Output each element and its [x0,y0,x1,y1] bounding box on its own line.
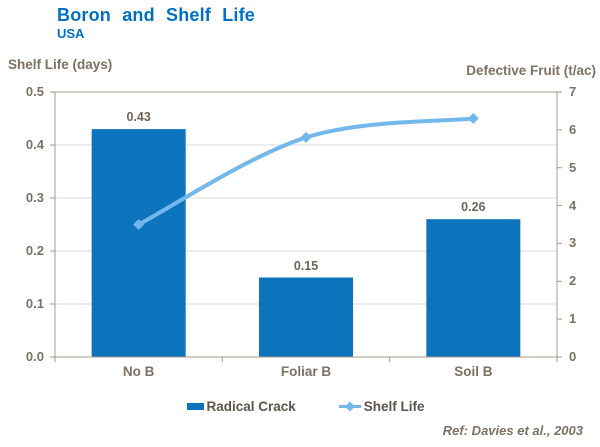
legend-label-radical-crack: Radical Crack [206,398,296,414]
bar-series-swatch [187,402,205,410]
left-axis-tick-label: 0.1 [25,296,44,311]
right-axis-tick-label: 4 [569,197,577,213]
line-marker-diamond [133,219,145,230]
right-axis-tick-label: 1 [569,311,577,327]
bar-value-label: 0.26 [461,200,486,215]
left-axis-tick-label: 0.4 [25,137,44,152]
reference-text: Ref: Davies et al., 2003 [442,423,583,438]
bar-no-b [91,129,186,357]
legend-item-shelf-life: Shelf Life [338,399,425,414]
bar-value-label: 0.43 [126,110,151,125]
category-label: Soil B [454,364,493,379]
line-series-swatch [338,401,361,411]
chart-title: Boron and Shelf Life [57,5,256,25]
left-axis-tick-label: 0.0 [25,349,44,364]
bar-foliar-b [259,277,353,357]
legend: Radical Crack Shelf Life [55,396,557,416]
line-marker-diamond [467,113,479,124]
right-axis-tick-label: 2 [569,273,577,289]
bar-value-label: 0.15 [293,258,319,273]
plot-border [54,91,558,358]
right-axis-tick-label: 0 [569,349,577,364]
left-axis-tick-label: 0.2 [25,243,44,258]
line-marker-diamond [300,131,312,143]
bar-soil-b [426,219,521,357]
category-label: Foliar B [280,364,332,379]
right-axis-tick-label: 3 [569,235,577,251]
right-axis-tick-label: 6 [569,121,577,137]
right-axis-tick-label: 5 [569,159,577,175]
right-axis-title: Defective Fruit (t/ac) [466,63,596,78]
chart-subtitle: USA [57,26,85,41]
legend-label-shelf-life: Shelf Life [363,398,425,414]
left-axis-title: Shelf Life (days) [8,57,113,72]
left-axis-tick-label: 0.3 [25,190,44,205]
category-label: No B [122,364,155,379]
legend-item-radical-crack: Radical Crack [187,398,296,414]
right-axis-tick-label: 7 [569,84,577,99]
left-axis-tick-label: 0.5 [25,84,44,99]
